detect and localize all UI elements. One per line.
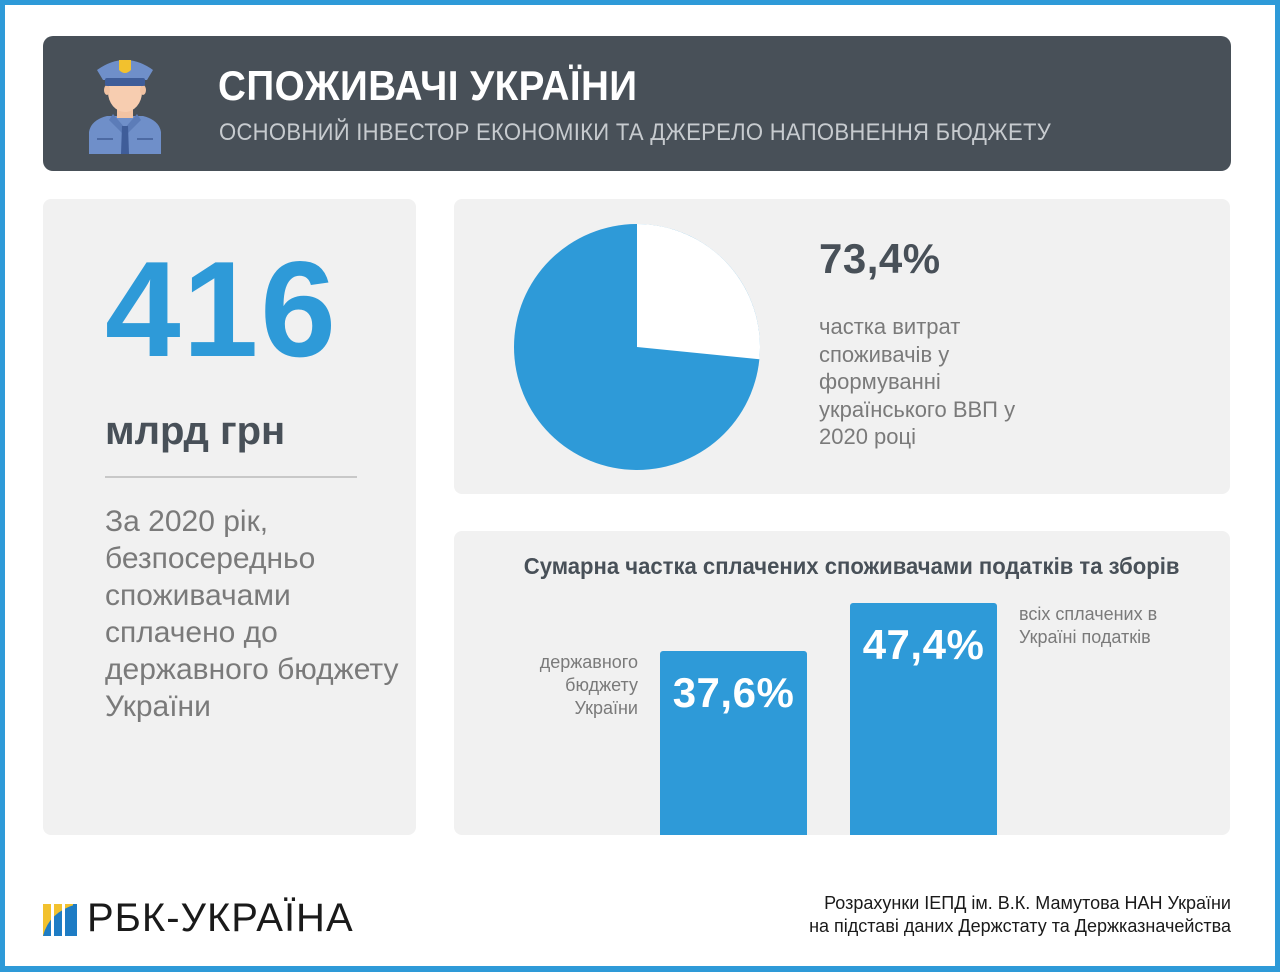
bar-label-all-taxes: всіх сплачених в Україні податків bbox=[1019, 604, 1158, 647]
gdp-share-value: 73,4% bbox=[819, 235, 941, 282]
budget-amount-description: За 2020 рік, безпосередньо споживачами с… bbox=[105, 505, 399, 723]
bar-state-budget: 37,6% bbox=[660, 651, 807, 835]
pie-slice-other bbox=[637, 224, 761, 360]
police-officer-icon bbox=[89, 60, 161, 154]
source-line-1: Розрахунки ІЕПД ім. В.К. Мамутова НАН Ук… bbox=[824, 893, 1231, 913]
tax-share-chart-title: Сумарна частка сплачених споживачами под… bbox=[523, 553, 1180, 579]
tax-share-card: Сумарна частка сплачених споживачами под… bbox=[454, 531, 1230, 835]
bar-value-state-budget: 37,6% bbox=[672, 669, 795, 716]
divider bbox=[105, 476, 357, 478]
budget-amount-unit: млрд грн bbox=[105, 409, 286, 453]
bar-value-all-taxes: 47,4% bbox=[862, 621, 985, 668]
gdp-share-pie-chart bbox=[514, 224, 761, 470]
gdp-share-card: 73,4% частка витрат споживачів у формува… bbox=[454, 199, 1230, 494]
budget-amount-card: 416 млрд грн За 2020 рік, безпосередньо … bbox=[43, 199, 416, 835]
gdp-share-description: частка витрат споживачів у формуванні ук… bbox=[819, 314, 1016, 449]
bar-all-taxes: 47,4% bbox=[850, 603, 997, 835]
header-banner: СПОЖИВАЧІ УКРАЇНИ ОСНОВНИЙ ІНВЕСТОР ЕКОН… bbox=[43, 36, 1231, 171]
bar-label-state-budget: державного бюджету України bbox=[539, 652, 638, 718]
page-subtitle: ОСНОВНИЙ ІНВЕСТОР ЕКОНОМІКИ ТА ДЖЕРЕЛО Н… bbox=[219, 119, 1052, 146]
source-note: Розрахунки ІЕПД ім. В.К. Мамутова НАН Ук… bbox=[809, 892, 1231, 938]
rbc-ukraine-logo: РБК-УКРАЇНА bbox=[43, 895, 354, 940]
budget-amount-value: 416 bbox=[105, 233, 338, 385]
logo-text: РБК-УКРАЇНА bbox=[87, 895, 354, 940]
rbc-logo-mark-icon bbox=[43, 900, 77, 936]
page-title: СПОЖИВАЧІ УКРАЇНИ bbox=[218, 62, 638, 109]
source-line-2: на підставі даних Держстату та Держказна… bbox=[809, 916, 1231, 936]
